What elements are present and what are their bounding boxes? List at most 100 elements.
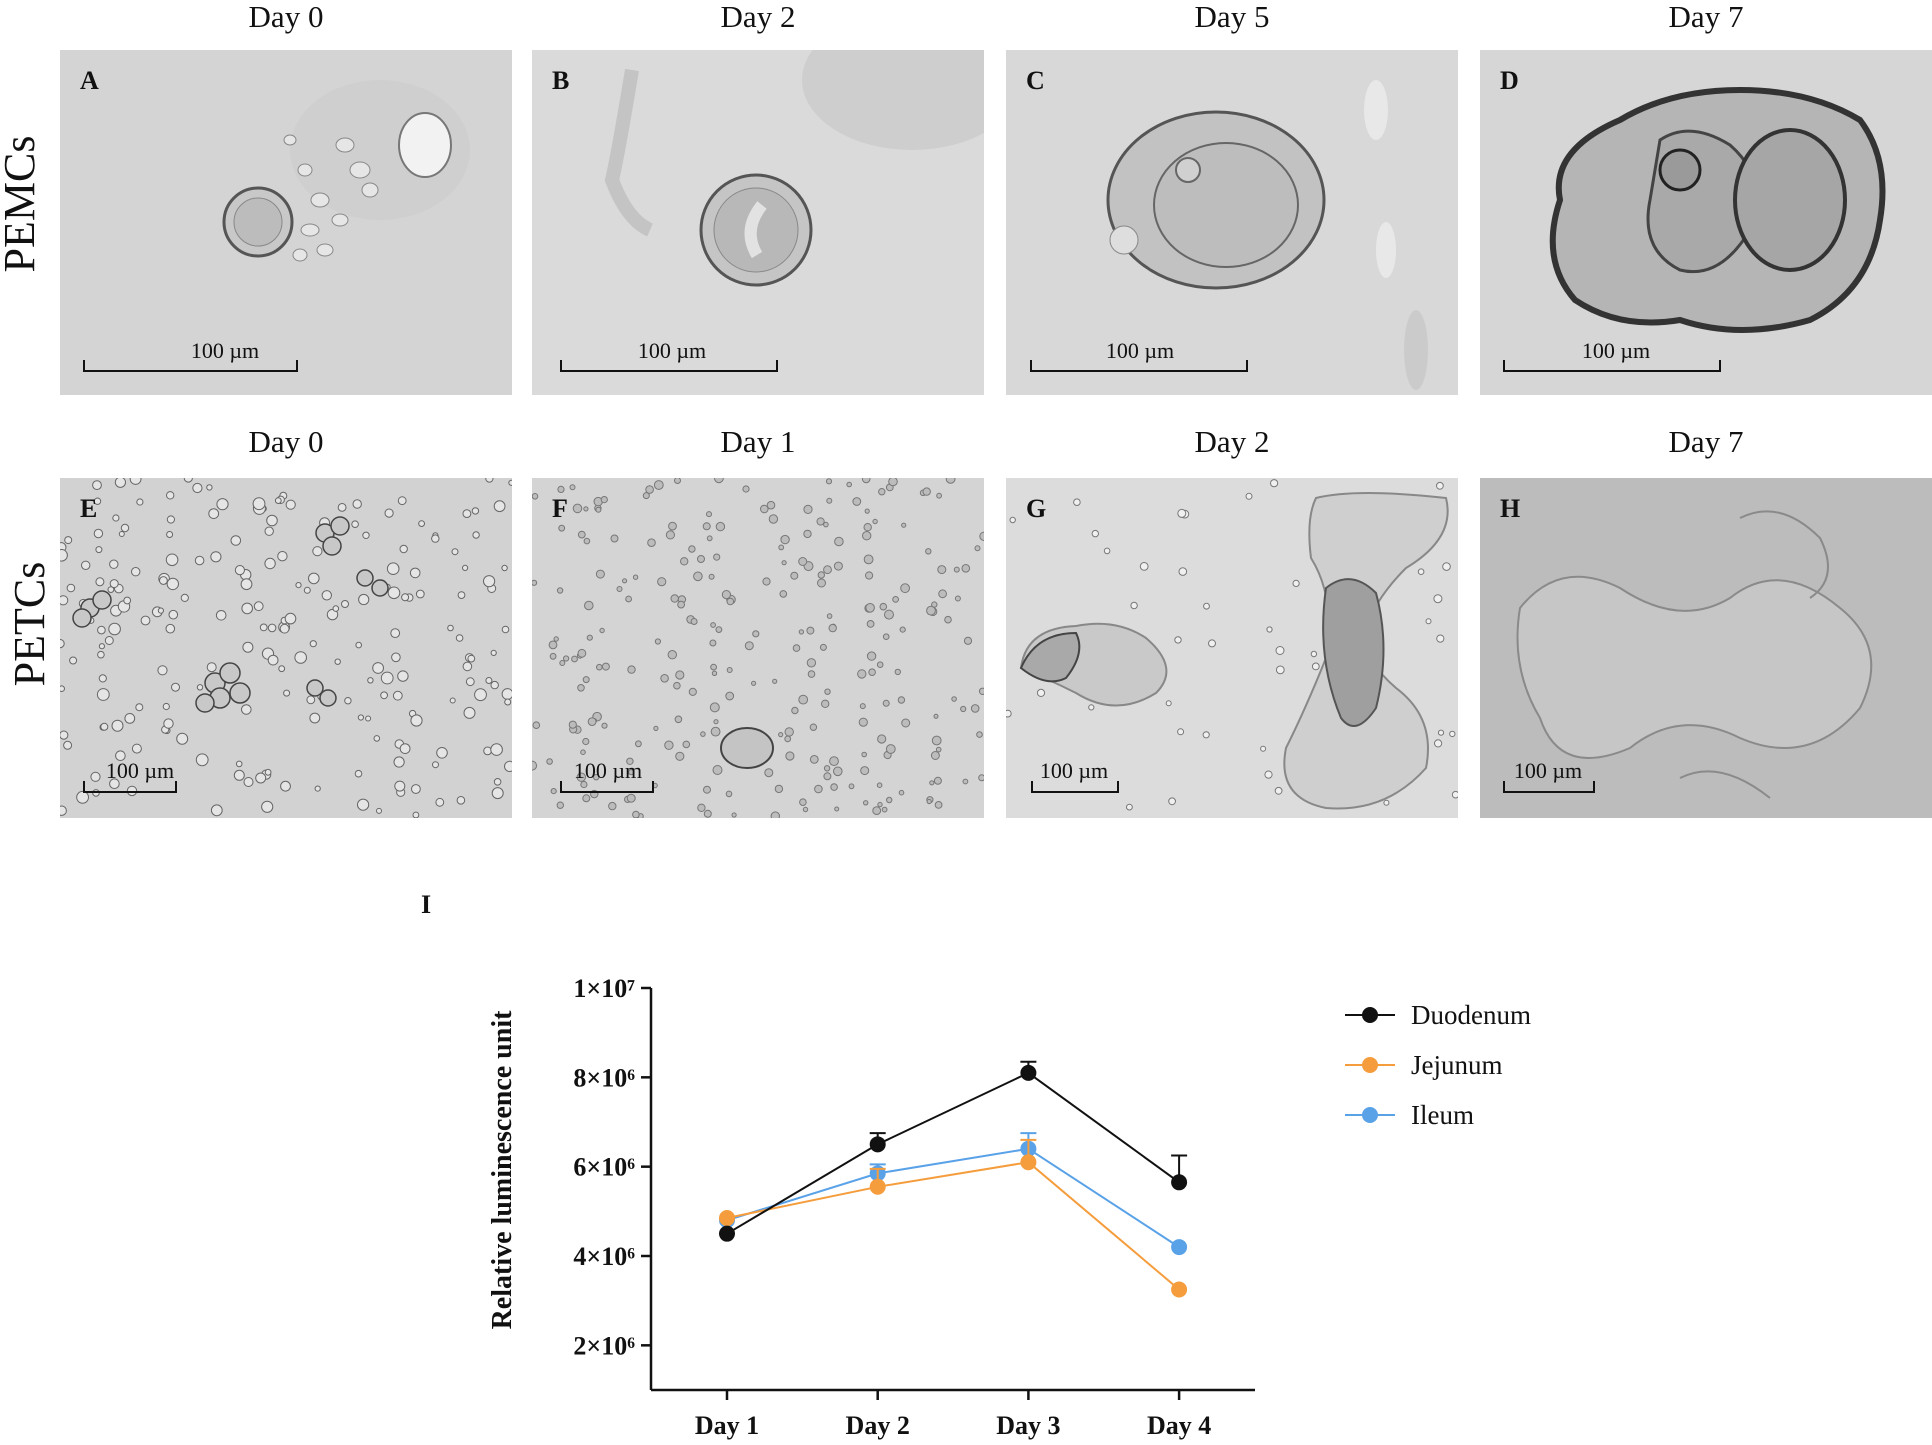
cell-texture-dot (642, 492, 650, 500)
legend-label: Ileum (1411, 1100, 1474, 1130)
cell-texture-dot (93, 497, 102, 505)
cell-texture-dot (95, 546, 103, 554)
y-tick-label: 1×10⁷ (573, 974, 635, 1003)
cell-texture-dot (1433, 594, 1443, 604)
cell-texture-dot (558, 524, 566, 532)
micrograph-panel-g: G 100 µm (1006, 478, 1458, 818)
cell-texture-dot (945, 478, 956, 484)
cell-texture-dot (109, 579, 119, 589)
cell-texture-dot (341, 600, 349, 608)
cell-texture-dot (596, 663, 603, 671)
cell-texture-dot (123, 596, 132, 605)
cell-texture-dot (885, 744, 896, 754)
cell-texture-dot (455, 634, 464, 642)
cell-texture-dot (884, 609, 894, 620)
cell-texture-dot (241, 704, 252, 715)
cell-texture-dot (1274, 786, 1283, 795)
cell-texture-dot (136, 498, 144, 506)
cell-texture-dot (824, 688, 831, 695)
cell-texture-dot (504, 698, 512, 706)
cell-texture-dot (700, 731, 706, 737)
cell-texture-dot (584, 600, 594, 611)
cell-texture-dot (1434, 739, 1443, 748)
cell-texture-dot (76, 790, 90, 804)
cell-texture-dot (358, 593, 370, 606)
micrograph-f (532, 478, 984, 818)
cell-texture-dot (124, 713, 136, 724)
cell-texture-dot (898, 789, 905, 796)
data-point (1020, 1140, 1037, 1157)
panel-letter-d: D (1500, 66, 1519, 95)
cell-texture-dot (98, 674, 107, 683)
cell-texture-dot (976, 731, 983, 738)
cell-texture-dot (682, 740, 691, 749)
cell-texture-dot (785, 751, 795, 761)
legend-label: Duodenum (1411, 1000, 1531, 1030)
legend-marker (1345, 1107, 1395, 1123)
cell-texture-dot (577, 530, 586, 539)
cell-texture-dot (373, 735, 381, 742)
cell-texture-dot (60, 639, 65, 649)
cell-texture-dot (768, 514, 779, 524)
cell-texture-dot (285, 499, 296, 510)
scale-label-f: 100 µm (573, 758, 643, 783)
cell-texture-dot (744, 641, 754, 651)
cell-texture-dot (944, 615, 952, 624)
cell-texture-dot (951, 696, 957, 702)
cell-texture-dot (168, 609, 179, 620)
cell-texture-dot (474, 688, 487, 702)
cell-texture-dot (562, 655, 570, 662)
cell-texture-dot (688, 545, 696, 553)
cell-texture-dot (393, 756, 405, 768)
cell-texture-dot (803, 529, 812, 539)
cell-texture-dot (234, 565, 245, 576)
panel-letter-i: I (421, 890, 432, 919)
cell-texture-dot (243, 777, 254, 787)
cell-texture-dot (601, 662, 610, 671)
cell-texture-dot (306, 695, 316, 705)
cell-texture-dot (344, 697, 352, 705)
cell-texture-dot (451, 548, 459, 556)
cell-texture-dot (278, 665, 286, 673)
chart-axes: 2×10⁶ 4×10⁶ 6×10⁶ 8×10⁶ 1×10⁷ Day 1 Day 2 Day 3… (573, 974, 1255, 1440)
x-tick-label: Day 4 (1147, 1411, 1211, 1440)
cell-texture-dot (784, 735, 792, 743)
cell-texture-dot (1088, 704, 1095, 711)
cell-texture-dot (774, 784, 784, 794)
cell-texture-dot (876, 782, 883, 789)
cell-texture-dot (709, 702, 720, 713)
cell-texture-dot (60, 805, 67, 816)
cell-texture-dot (725, 790, 733, 798)
cell-texture-dot (1425, 618, 1432, 625)
cell-texture-dot (165, 623, 176, 634)
cell-texture-dot (206, 484, 213, 491)
cell-texture-dot (255, 772, 267, 784)
cell-texture-dot (165, 553, 179, 567)
data-point (869, 1136, 886, 1153)
cell-texture-dot (863, 800, 869, 806)
cell-texture-dot (935, 746, 942, 753)
cell-texture-dot (726, 667, 733, 673)
x-tick-label: Day 1 (695, 1411, 759, 1440)
cell-texture-dot (1177, 508, 1187, 518)
cell-texture-dot (196, 684, 204, 691)
cell-texture-dot (814, 784, 823, 794)
cell-texture-dot (770, 811, 780, 818)
cell-texture-dot (97, 650, 105, 659)
cell-texture-dot (697, 555, 705, 563)
cell-texture-dot (583, 506, 589, 512)
micrograph-panel-b: B 100 µm (532, 50, 984, 395)
cell-texture-dot (675, 751, 685, 761)
cell-texture-dot (778, 544, 785, 551)
cell-texture-dot (357, 714, 364, 721)
cell-texture-dot (387, 586, 401, 600)
cell-texture-dot (587, 717, 597, 727)
cell-texture-dot (863, 554, 874, 565)
cell-texture-dot (610, 534, 619, 543)
col-title-c: Day 5 (1194, 0, 1270, 34)
cell-texture-dot (69, 656, 78, 665)
cell-texture-dot (171, 682, 180, 692)
row-label-pemcs: PEMCs (0, 135, 44, 273)
cell-texture-dot (680, 557, 689, 566)
cell-texture-dot (706, 511, 712, 518)
